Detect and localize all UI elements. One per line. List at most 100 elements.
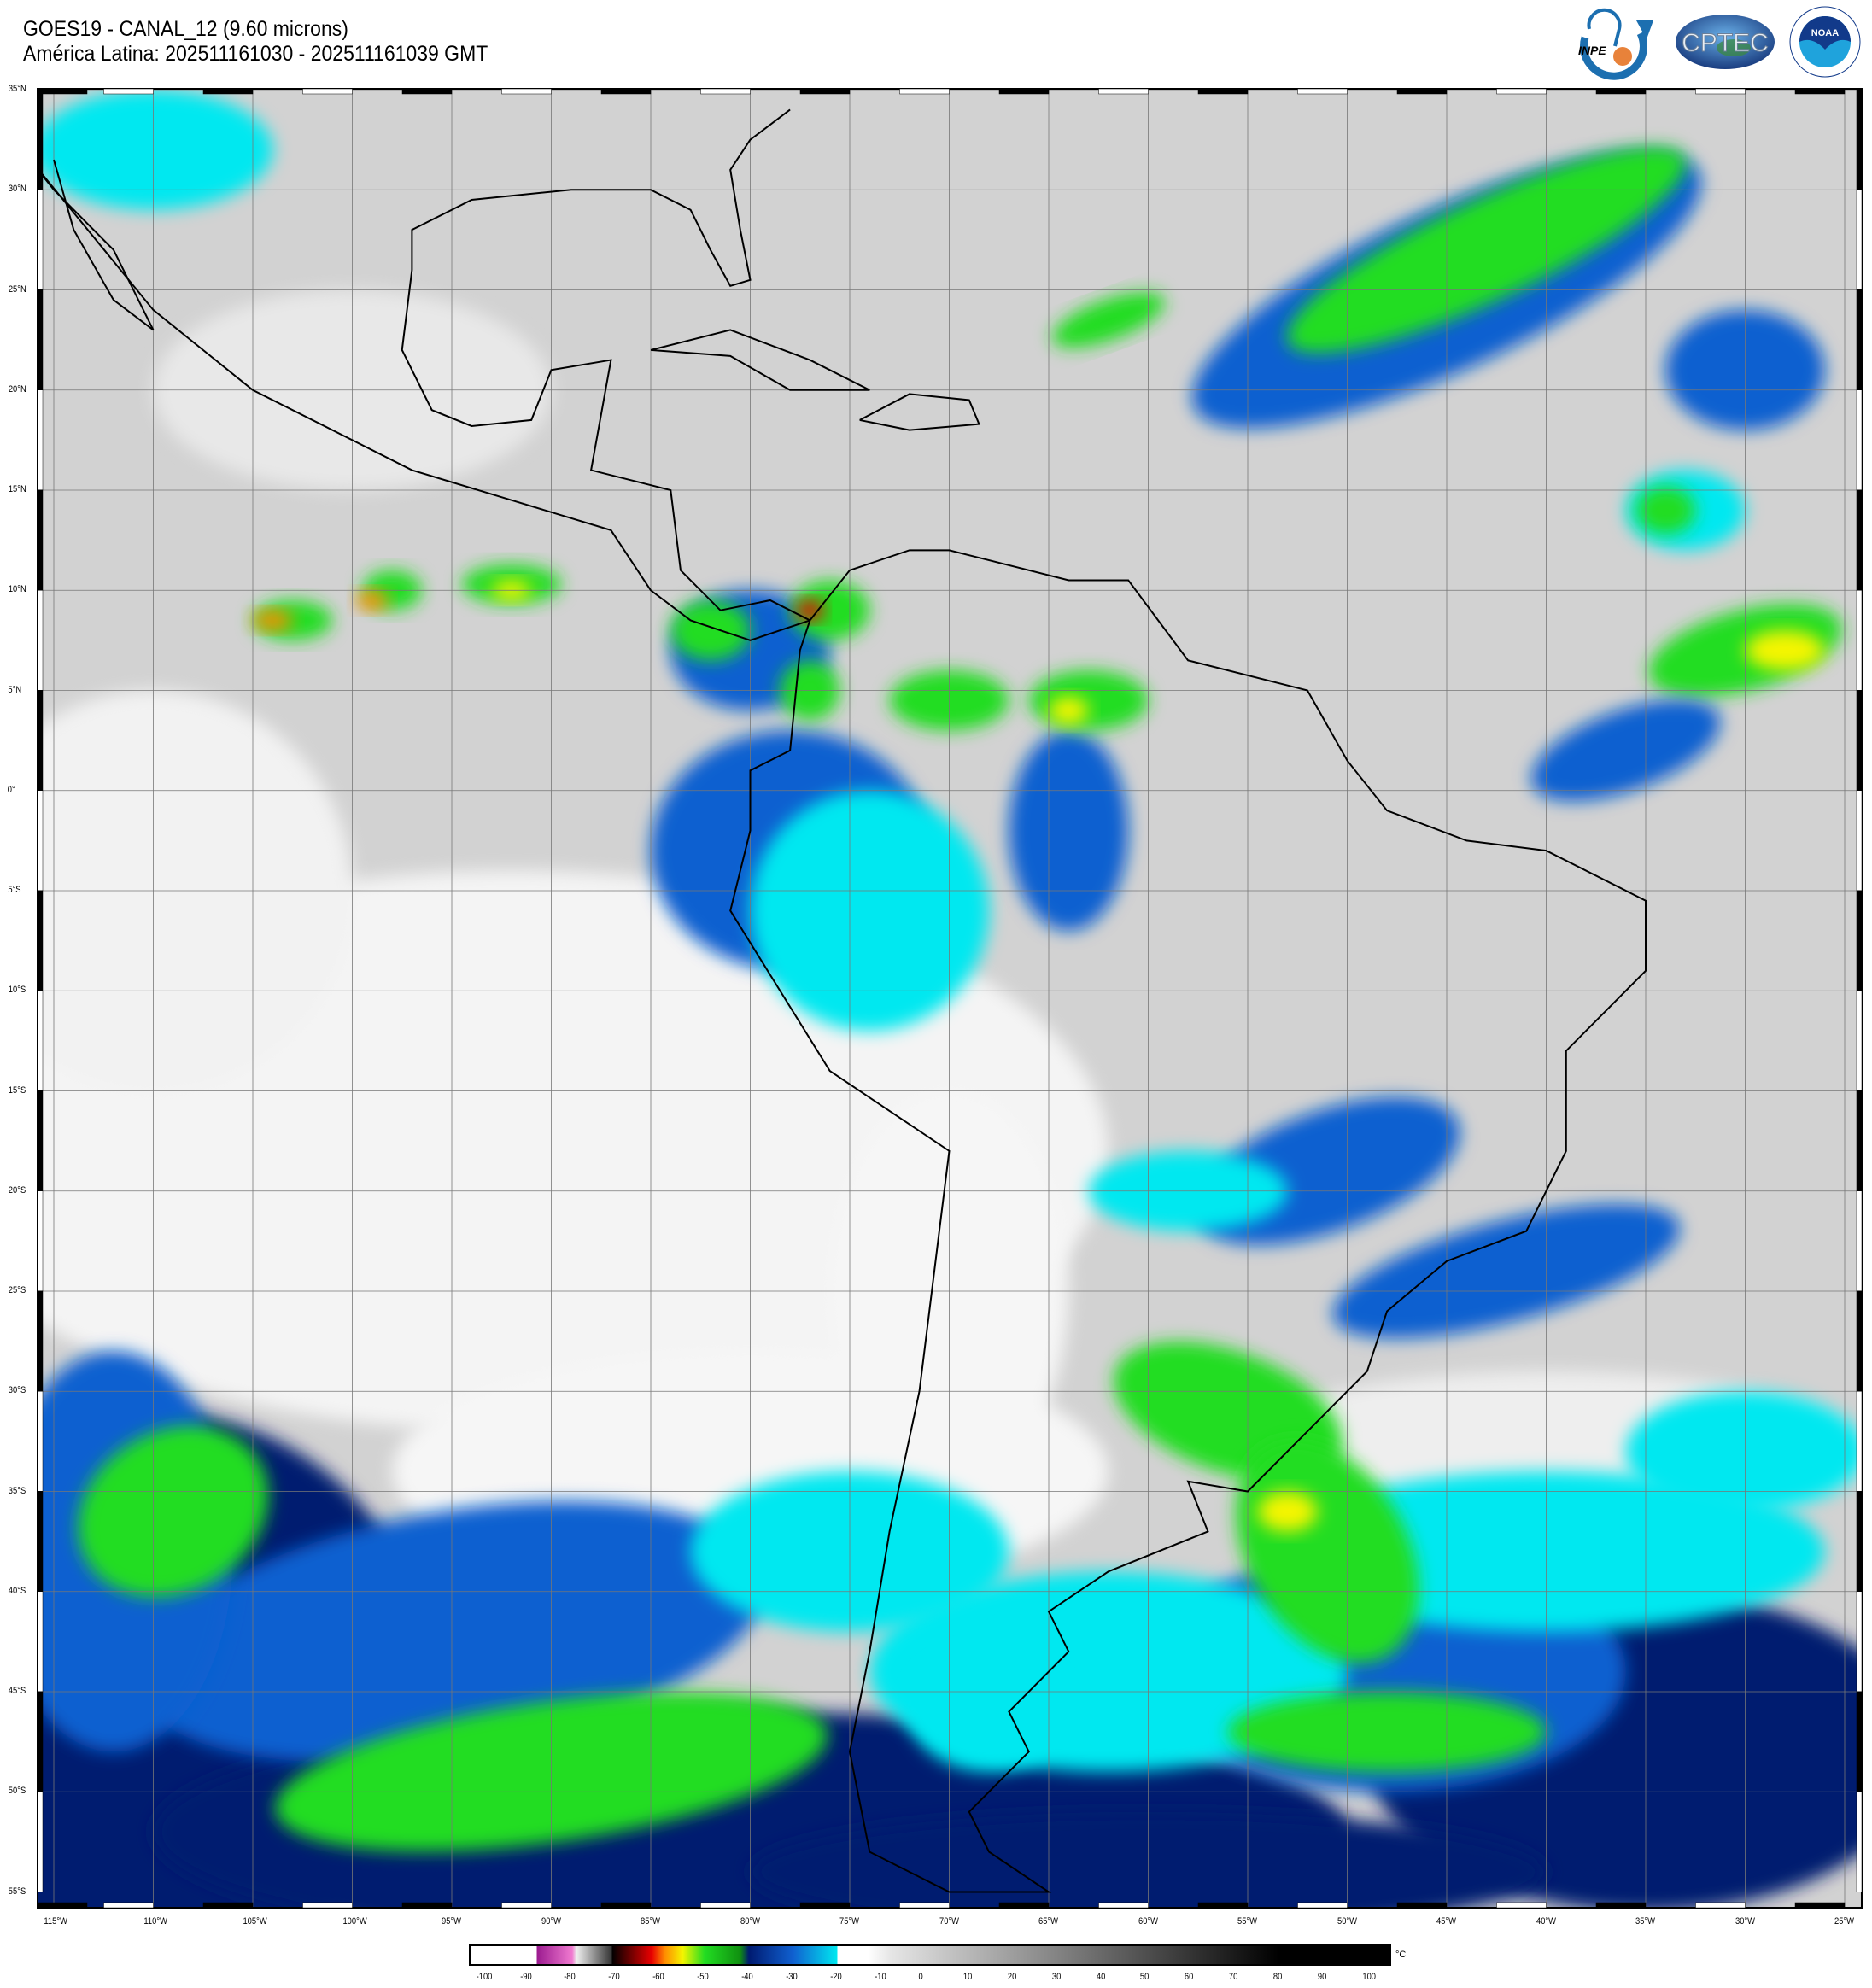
frame-ticks [37, 88, 1863, 1909]
latitude-label: 25°S [8, 1285, 26, 1295]
colorbar-tick-label: 80 [1273, 1972, 1283, 1982]
cloud-region [1332, 1204, 1681, 1338]
longitude-label: 75°W [839, 1916, 860, 1927]
latitude-label: 25°N [8, 284, 26, 295]
cloud-region [1625, 1391, 1862, 1511]
cloud-region [1051, 292, 1166, 348]
longitude-label: 95°W [442, 1916, 462, 1927]
latitude-label: 15°S [8, 1085, 26, 1096]
colorbar-tick-label: -80 [564, 1972, 576, 1982]
colorbar-tick-label: -50 [697, 1972, 709, 1982]
longitude-label: 80°W [740, 1916, 760, 1927]
temperature-colorbar [469, 1944, 1391, 1966]
colorbar-tick-label: -90 [519, 1972, 532, 1982]
title-line-1: GOES19 - CANAL_12 (9.60 microns) [23, 17, 348, 41]
longitude-label: 25°W [1834, 1916, 1855, 1927]
latitude-label: 20°N [8, 383, 26, 395]
longitude-label: 55°W [1237, 1916, 1258, 1927]
graticule [38, 89, 1862, 1908]
cloud-region [1286, 146, 1687, 354]
cloud-region [253, 610, 293, 631]
colorbar-tick-label: -60 [652, 1972, 664, 1982]
coastline [859, 393, 980, 431]
colorbar-unit: °C [1395, 1950, 1407, 1960]
latitude-label: 15°N [8, 484, 26, 494]
colorbar-tick-label: -10 [875, 1972, 886, 1982]
coastline [38, 159, 155, 331]
cloud-region [356, 590, 389, 611]
cloud-region [670, 599, 751, 661]
latitude-label: 30°S [8, 1385, 26, 1396]
latitude-label: 40°S [8, 1585, 26, 1596]
cloud-region [1009, 730, 1129, 931]
latitude-label: 20°S [8, 1184, 26, 1196]
latitude-label: 10°S [8, 985, 26, 996]
colorbar-tick-label: 30 [1051, 1972, 1061, 1982]
longitude-label: 110°W [143, 1916, 167, 1927]
cloud-region [1635, 486, 1696, 535]
latitude-label: 5°S [8, 885, 21, 895]
noaa-logo: NOAA [1789, 6, 1861, 78]
colorbar-tick-label: 10 [962, 1972, 973, 1982]
colorbar-tick-label: -100 [476, 1972, 492, 1982]
colorbar-tick-label: 20 [1007, 1972, 1016, 1982]
cptec-logo: CPTEC [1676, 15, 1775, 69]
latitude-label: 35°S [8, 1485, 26, 1496]
coastline [38, 167, 810, 641]
colorbar-tick-label: -70 [608, 1972, 621, 1982]
longitude-label: 105°W [243, 1916, 267, 1927]
cloud-region [909, 1652, 1069, 1772]
colorbar-tick-label: 60 [1185, 1972, 1194, 1982]
colorbar-tick-label: -30 [786, 1972, 798, 1982]
cloud-region [1531, 699, 1721, 802]
product-title: GOES19 - CANAL_12 (9.60 microns) América… [23, 17, 488, 67]
title-line-2: América Latina: 202511161030 - 202511161… [23, 42, 488, 66]
coastline [650, 329, 870, 391]
coastline [729, 549, 1647, 1893]
longitude-label: 70°W [939, 1916, 959, 1927]
colorbar-tick-label: -20 [830, 1972, 842, 1982]
colorbar-tick-label: 70 [1229, 1972, 1238, 1982]
svg-text:CPTEC: CPTEC [1682, 29, 1769, 57]
longitude-label: 60°W [1138, 1916, 1158, 1927]
cloud-region [1049, 696, 1089, 725]
coastline [401, 108, 810, 622]
longitude-label: 50°W [1337, 1916, 1357, 1927]
colorbar-tick-label: 50 [1140, 1972, 1150, 1982]
inpe-logo: INPE [1578, 8, 1653, 80]
latitude-label: 5°N [8, 684, 22, 695]
cloud-region [1227, 1692, 1547, 1772]
cloud-region [253, 599, 333, 640]
colorbar-tick-label: 90 [1318, 1972, 1327, 1982]
colorbar-tick-label: 100 [1362, 1972, 1377, 1982]
longitude-label: 100°W [342, 1916, 367, 1927]
latitude-label: 30°N [8, 184, 26, 195]
longitude-label: 35°W [1635, 1916, 1656, 1927]
colorbar-tick-label: 0 [918, 1972, 923, 1982]
cloud-region [796, 599, 824, 621]
longitude-label: 115°W [44, 1916, 67, 1927]
cloud-region [1028, 670, 1149, 731]
longitude-label: 90°W [541, 1916, 561, 1927]
longitude-label: 65°W [1038, 1916, 1059, 1927]
longitude-label: 85°W [641, 1916, 661, 1927]
latitude-label: 55°S [8, 1886, 26, 1897]
cloud-region [38, 90, 273, 210]
cloud-region [78, 1425, 269, 1597]
latitude-label: 0° [7, 784, 15, 795]
latitude-label: 10°N [8, 584, 26, 595]
cloud-region [750, 790, 990, 1032]
cloud-region [1257, 1491, 1318, 1532]
svg-text:NOAA: NOAA [1811, 28, 1839, 38]
cloud-region [1745, 630, 1825, 671]
coastlines [38, 108, 1647, 1893]
longitude-label: 30°W [1735, 1916, 1755, 1927]
colorbar-tick-label: -40 [741, 1972, 753, 1982]
logo-bar: INPE CPTEC NOAA [1568, 3, 1862, 80]
latitude-label: 45°S [8, 1686, 26, 1696]
latitude-label: 35°N [8, 84, 26, 94]
colorbar-tick-label: 40 [1096, 1972, 1105, 1982]
latitude-label: 50°S [8, 1786, 26, 1797]
longitude-label: 45°W [1436, 1916, 1457, 1927]
